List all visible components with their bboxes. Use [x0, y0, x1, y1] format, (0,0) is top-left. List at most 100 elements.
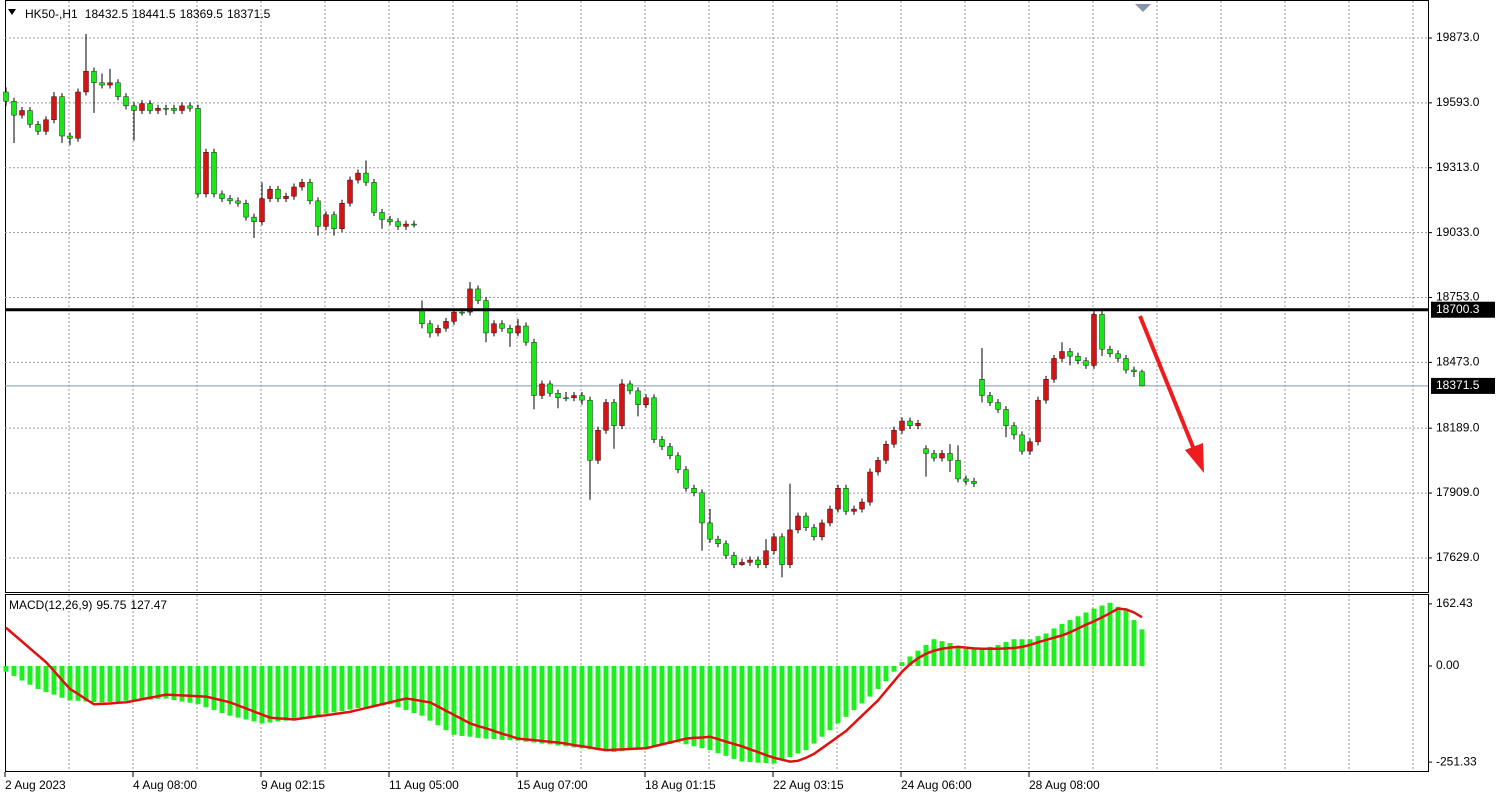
candle-body: [43, 119, 49, 132]
macd-bar: [715, 665, 721, 754]
x-tick-label: 2 Aug 2023: [5, 778, 66, 792]
candle-body: [843, 487, 849, 512]
macd-bar: [115, 665, 121, 702]
macd-bar: [211, 665, 217, 710]
macd-bar: [1131, 620, 1137, 666]
macd-bar: [891, 665, 897, 672]
macd-title: MACD(12,26,9): [9, 598, 92, 612]
candle-body: [859, 501, 865, 510]
candle-body: [723, 543, 729, 556]
candle-body: [299, 182, 305, 188]
macd-bar: [427, 665, 433, 721]
y-tick-label: 18753.0: [1436, 290, 1480, 304]
candle-body: [763, 550, 769, 565]
macd-bar: [507, 665, 513, 741]
macd-bar: [1099, 605, 1105, 666]
candle-body: [291, 186, 297, 197]
macd-bar: [835, 665, 841, 724]
x-tick-label: 18 Aug 01:15: [645, 778, 716, 792]
macd-bar: [555, 665, 561, 746]
candle-body: [971, 481, 977, 484]
macd-bar: [1139, 629, 1145, 666]
macd-bar: [1067, 620, 1073, 666]
chart-header: HK50-,H1 18432.5 18441.5 18369.5 18371.5: [25, 7, 271, 21]
candle-body: [171, 108, 177, 111]
macd-bar: [27, 665, 33, 685]
candle-body: [459, 311, 465, 314]
candle-body: [307, 182, 313, 202]
candle-body: [283, 196, 289, 199]
candle-body: [355, 172, 361, 181]
candle-body: [219, 193, 225, 199]
macd-bar: [363, 665, 369, 708]
macd-bar: [491, 665, 497, 740]
candle-body: [691, 487, 697, 494]
macd-bar: [1075, 616, 1081, 666]
x-tick-label: 11 Aug 05:00: [389, 778, 459, 792]
candle-body: [947, 453, 953, 461]
candle-body: [187, 105, 193, 109]
macd-bar: [243, 665, 249, 720]
macd-bar: [267, 665, 273, 723]
candle-body: [995, 402, 1001, 410]
macd-bar: [1003, 641, 1009, 666]
close-value: 18371.5: [227, 7, 271, 21]
macd-bar: [435, 665, 441, 726]
macd-bar: [795, 665, 801, 754]
x-tick-label: 28 Aug 08:00: [1029, 778, 1100, 792]
x-tick-label: 22 Aug 03:15: [773, 778, 844, 792]
candle-body: [715, 538, 721, 545]
candle-body: [699, 492, 705, 524]
candle-body: [811, 527, 817, 538]
candle-body: [579, 395, 585, 401]
candle-body: [931, 453, 937, 459]
candle-body: [523, 325, 529, 343]
macd-bar: [1107, 602, 1113, 666]
macd-bar: [755, 665, 761, 763]
macd-bar: [323, 665, 329, 714]
macd-bar: [1027, 639, 1033, 666]
macd-bar: [1059, 623, 1065, 666]
candle-body: [1011, 425, 1017, 436]
macd-bar: [35, 665, 41, 689]
macd-bar: [867, 665, 873, 697]
candle-body: [379, 212, 385, 220]
macd-bar: [763, 665, 769, 764]
macd-bar: [475, 665, 481, 738]
candle-body: [587, 399, 593, 461]
candle-body: [251, 216, 257, 222]
candle-body: [1131, 369, 1137, 372]
macd-bar: [563, 665, 569, 747]
x-tick-label: 9 Aug 02:15: [261, 778, 325, 792]
macd-bar: [187, 665, 193, 703]
candle-body: [259, 198, 265, 222]
candle-body: [1099, 314, 1105, 350]
macd-bar: [875, 665, 881, 689]
macd-bar: [691, 665, 697, 747]
candle-body: [827, 508, 833, 524]
candle-body: [467, 288, 473, 313]
candle-body: [411, 223, 417, 226]
candle-body: [347, 179, 353, 204]
macd-bar: [75, 665, 81, 701]
candle-body: [107, 82, 113, 86]
macd-bar: [163, 665, 169, 699]
macd-bar: [931, 639, 937, 666]
shift-marker: [1135, 4, 1151, 12]
y-tick-label: 19593.0: [1436, 95, 1480, 109]
candle-body: [563, 397, 569, 400]
candle-body: [635, 390, 641, 405]
macd-bar: [675, 665, 681, 743]
candle-body: [339, 203, 345, 229]
candle-body: [795, 515, 801, 531]
open-value: 18432.5: [85, 7, 129, 21]
y-tick-label: 18189.0: [1436, 420, 1480, 434]
candle-body: [851, 508, 857, 512]
macd-bar: [595, 665, 601, 751]
candle-body: [427, 323, 433, 334]
macd-bar: [531, 665, 537, 743]
macd-bar: [219, 665, 225, 714]
macd-bar: [667, 665, 673, 744]
macd-bar: [659, 665, 665, 746]
candle-body: [123, 96, 129, 107]
